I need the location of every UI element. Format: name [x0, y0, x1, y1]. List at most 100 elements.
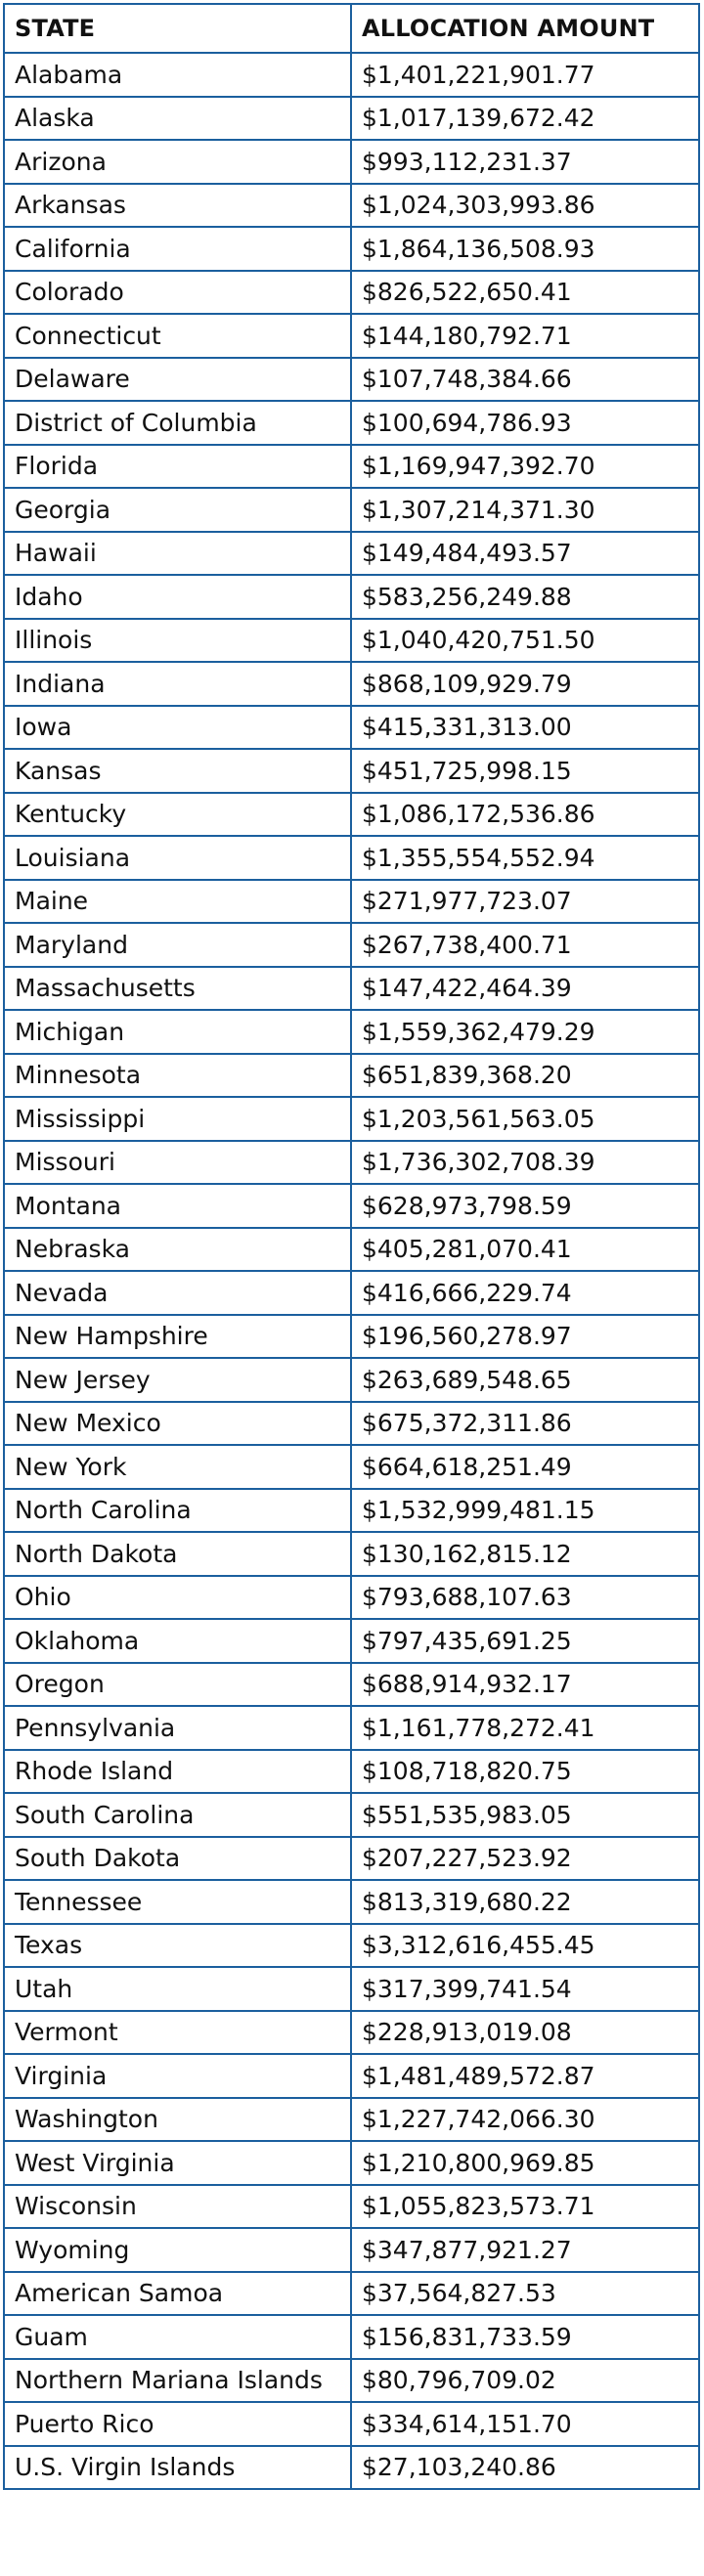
table-row: Florida $1,169,947,392.70 — [3, 443, 700, 489]
state-cell: Michigan — [3, 1009, 352, 1055]
table-row: Maine $271,977,723.07 — [3, 878, 700, 924]
table-row: Kansas $451,725,998.15 — [3, 748, 700, 794]
table-row: Kentucky $1,086,172,536.86 — [3, 791, 700, 837]
allocation-amount-cell: $1,559,362,479.29 — [350, 1009, 700, 1055]
state-cell: South Dakota — [3, 1835, 352, 1881]
table-row: Delaware $107,748,384.66 — [3, 356, 700, 402]
state-cell: Maine — [3, 878, 352, 924]
allocation-amount-cell: $664,618,251.49 — [350, 1444, 700, 1490]
table-row: Vermont $228,913,019.08 — [3, 2009, 700, 2055]
allocation-amount-cell: $1,055,823,573.71 — [350, 2183, 700, 2229]
table-row: North Carolina $1,532,999,481.15 — [3, 1487, 700, 1533]
state-cell: Idaho — [3, 574, 352, 620]
state-cell: Delaware — [3, 356, 352, 402]
state-cell: Puerto Rico — [3, 2401, 352, 2447]
table-header-row: STATE ALLOCATION AMOUNT — [3, 3, 700, 54]
state-cell: U.S. Virgin Islands — [3, 2444, 352, 2490]
table-row: West Virginia $1,210,800,969.85 — [3, 2140, 700, 2186]
table-row: Illinois $1,040,420,751.50 — [3, 617, 700, 663]
allocation-amount-cell: $868,109,929.79 — [350, 661, 700, 707]
state-cell: Hawaii — [3, 530, 352, 576]
allocation-amount-cell: $130,162,815.12 — [350, 1531, 700, 1577]
allocation-amount-cell: $228,913,019.08 — [350, 2009, 700, 2055]
state-cell: Arkansas — [3, 182, 352, 228]
table-row: California $1,864,136,508.93 — [3, 226, 700, 272]
state-cell: Connecticut — [3, 313, 352, 359]
allocation-table: STATE ALLOCATION AMOUNT Alabama $1,401,22… — [3, 3, 700, 2490]
state-cell: Massachusetts — [3, 965, 352, 1011]
state-cell: California — [3, 226, 352, 272]
table-row: Iowa $415,331,313.00 — [3, 704, 700, 750]
state-cell: Utah — [3, 1966, 352, 2012]
state-cell: North Carolina — [3, 1487, 352, 1533]
allocation-amount-cell: $144,180,792.71 — [350, 313, 700, 359]
allocation-amount-cell: $1,024,303,993.86 — [350, 182, 700, 228]
table-row: Michigan $1,559,362,479.29 — [3, 1009, 700, 1055]
state-cell: Louisiana — [3, 835, 352, 881]
allocation-amount-cell: $1,481,489,572.87 — [350, 2053, 700, 2099]
state-cell: Iowa — [3, 704, 352, 750]
allocation-amount-cell: $1,017,139,672.42 — [350, 95, 700, 141]
allocation-amount-cell: $1,227,742,066.30 — [350, 2096, 700, 2142]
allocation-amount-cell: $334,614,151.70 — [350, 2401, 700, 2447]
allocation-amount-cell: $651,839,368.20 — [350, 1052, 700, 1098]
allocation-amount-cell: $147,422,464.39 — [350, 965, 700, 1011]
table-row: Alabama $1,401,221,901.77 — [3, 52, 700, 98]
table-row: District of Columbia $100,694,786.93 — [3, 400, 700, 446]
table-row: Arkansas $1,024,303,993.86 — [3, 182, 700, 228]
allocation-amount-cell: $415,331,313.00 — [350, 704, 700, 750]
state-cell: Illinois — [3, 617, 352, 663]
allocation-amount-cell: $37,564,827.53 — [350, 2270, 700, 2316]
allocation-amount-cell: $27,103,240.86 — [350, 2444, 700, 2490]
state-cell: Kansas — [3, 748, 352, 794]
table-row: Hawaii $149,484,493.57 — [3, 530, 700, 576]
table-row: Rhode Island $108,718,820.75 — [3, 1748, 700, 1794]
table-row: South Carolina $551,535,983.05 — [3, 1792, 700, 1838]
table-row: Oregon $688,914,932.17 — [3, 1661, 700, 1707]
allocation-amount-cell: $1,401,221,901.77 — [350, 52, 700, 98]
table-row: Wyoming $347,877,921.27 — [3, 2227, 700, 2273]
allocation-amount-cell: $1,086,172,536.86 — [350, 791, 700, 837]
table-row: U.S. Virgin Islands $27,103,240.86 — [3, 2444, 700, 2490]
table-row: Indiana $868,109,929.79 — [3, 661, 700, 707]
allocation-amount-cell: $3,312,616,455.45 — [350, 1922, 700, 1968]
state-cell: Nevada — [3, 1270, 352, 1316]
allocation-amount-cell: $1,532,999,481.15 — [350, 1487, 700, 1533]
state-cell: Northern Mariana Islands — [3, 2357, 352, 2403]
table-row: Nebraska $405,281,070.41 — [3, 1226, 700, 1272]
allocation-amount-cell: $108,718,820.75 — [350, 1748, 700, 1794]
state-cell: Maryland — [3, 922, 352, 968]
allocation-amount-cell: $156,831,733.59 — [350, 2314, 700, 2360]
state-cell: Texas — [3, 1922, 352, 1968]
allocation-amount-cell: $583,256,249.88 — [350, 574, 700, 620]
table-row: New Jersey $263,689,548.65 — [3, 1357, 700, 1403]
state-cell: District of Columbia — [3, 400, 352, 446]
allocation-amount-cell: $1,864,136,508.93 — [350, 226, 700, 272]
state-cell: Vermont — [3, 2009, 352, 2055]
allocation-amount-cell: $149,484,493.57 — [350, 530, 700, 576]
state-cell: Georgia — [3, 487, 352, 533]
table-row: Puerto Rico $334,614,151.70 — [3, 2401, 700, 2447]
allocation-amount-cell: $80,796,709.02 — [350, 2357, 700, 2403]
state-cell: Missouri — [3, 1139, 352, 1185]
allocation-amount-cell: $405,281,070.41 — [350, 1226, 700, 1272]
table-row: Washington $1,227,742,066.30 — [3, 2096, 700, 2142]
state-cell: American Samoa — [3, 2270, 352, 2316]
table-row: Nevada $416,666,229.74 — [3, 1270, 700, 1316]
table-row: Ohio $793,688,107.63 — [3, 1574, 700, 1620]
table-row: North Dakota $130,162,815.12 — [3, 1531, 700, 1577]
allocation-amount-cell: $1,203,561,563.05 — [350, 1096, 700, 1142]
allocation-amount-cell: $1,355,554,552.94 — [350, 835, 700, 881]
table-row: Mississippi $1,203,561,563.05 — [3, 1096, 700, 1142]
table-row: Georgia $1,307,214,371.30 — [3, 487, 700, 533]
state-cell: Wisconsin — [3, 2183, 352, 2229]
allocation-amount-cell: $993,112,231.37 — [350, 139, 700, 185]
allocation-amount-cell: $813,319,680.22 — [350, 1879, 700, 1925]
allocation-amount-cell: $793,688,107.63 — [350, 1574, 700, 1620]
allocation-amount-cell: $271,977,723.07 — [350, 878, 700, 924]
table-row: Texas $3,312,616,455.45 — [3, 1922, 700, 1968]
table-row: Tennessee $813,319,680.22 — [3, 1879, 700, 1925]
state-cell: Arizona — [3, 139, 352, 185]
state-cell: Virginia — [3, 2053, 352, 2099]
allocation-amount-cell: $797,435,691.25 — [350, 1618, 700, 1664]
